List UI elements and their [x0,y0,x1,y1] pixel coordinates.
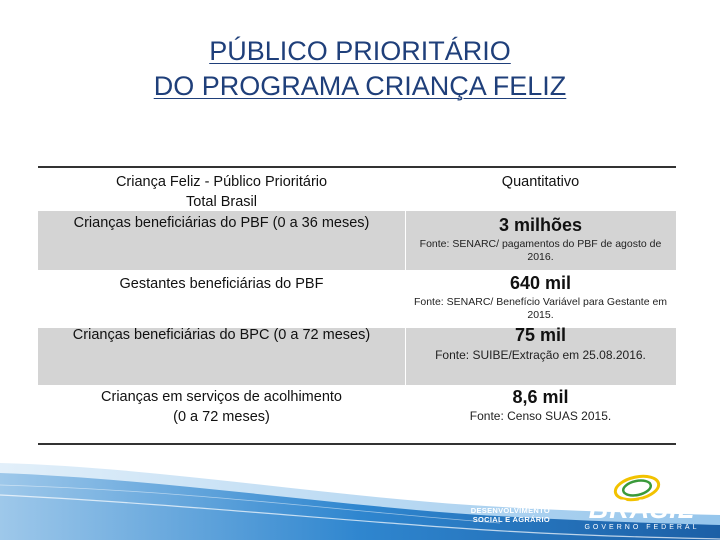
row-1-label: Crianças beneficiárias do PBF (0 a 36 me… [73,215,370,231]
ministry-logo: MINISTÉRIO DO DESENVOLVIMENTO SOCIAL E A… [466,497,550,524]
footer-banner [0,463,720,540]
row-3-source: Fonte: SUIBE/Extração em 25.08.2016. [435,348,646,362]
row-4-value: 8,6 mil [512,387,569,407]
row-4-label-line1: Crianças em serviços de acolhimento [101,389,342,405]
row-3-label: Crianças beneficiárias do BPC (0 a 72 me… [72,327,371,343]
row-1-source: Fonte: SENARC/ pagamentos do PBF de agos… [419,238,662,263]
header-col1-line1: Criança Feliz - Público Prioritário [115,174,328,190]
brand-wordmark: BRASIL [588,494,696,524]
row-2-label: Gestantes beneficiárias do PBF [119,276,324,292]
row-3-value: 75 mil [514,325,567,345]
ministry-line-2: DESENVOLVIMENTO [470,506,550,515]
row-band-1-divider [405,211,406,270]
brand-subtitle: GOVERNO FEDERAL [584,524,700,531]
row-4-label: Crianças em serviços de acolhimento (0 a… [38,387,405,427]
header-col1: Criança Feliz - Público Prioritário Tota… [38,172,405,212]
row-2-value: 640 mil [509,273,572,293]
row-4-source: Fonte: Censo SUAS 2015. [469,409,612,423]
ministry-line-1: MINISTÉRIO DO [489,497,550,506]
table-top-rule [38,166,676,168]
row-band-3-divider [405,328,406,385]
page-title: PÚBLICO PRIORITÁRIO DO PROGRAMA CRIANÇA … [0,34,720,104]
title-line-2: DO PROGRAMA CRIANÇA FELIZ [153,71,567,101]
row-4-label-line2: (0 a 72 meses) [173,409,270,425]
title-line-1: PÚBLICO PRIORITÁRIO [209,36,511,66]
row-band-1 [38,211,676,270]
row-2-source: Fonte: SENARC/ Benefício Variável para G… [413,296,668,321]
ministry-line-3: SOCIAL E AGRÁRIO [472,515,550,524]
table-bottom-rule [38,443,676,445]
header-col2: Quantitativo [501,174,580,190]
row-band-3 [38,328,676,385]
header-col1-line2: Total Brasil [186,194,257,210]
row-1-value: 3 milhões [498,215,583,235]
brand-emblem-icon [613,474,661,502]
